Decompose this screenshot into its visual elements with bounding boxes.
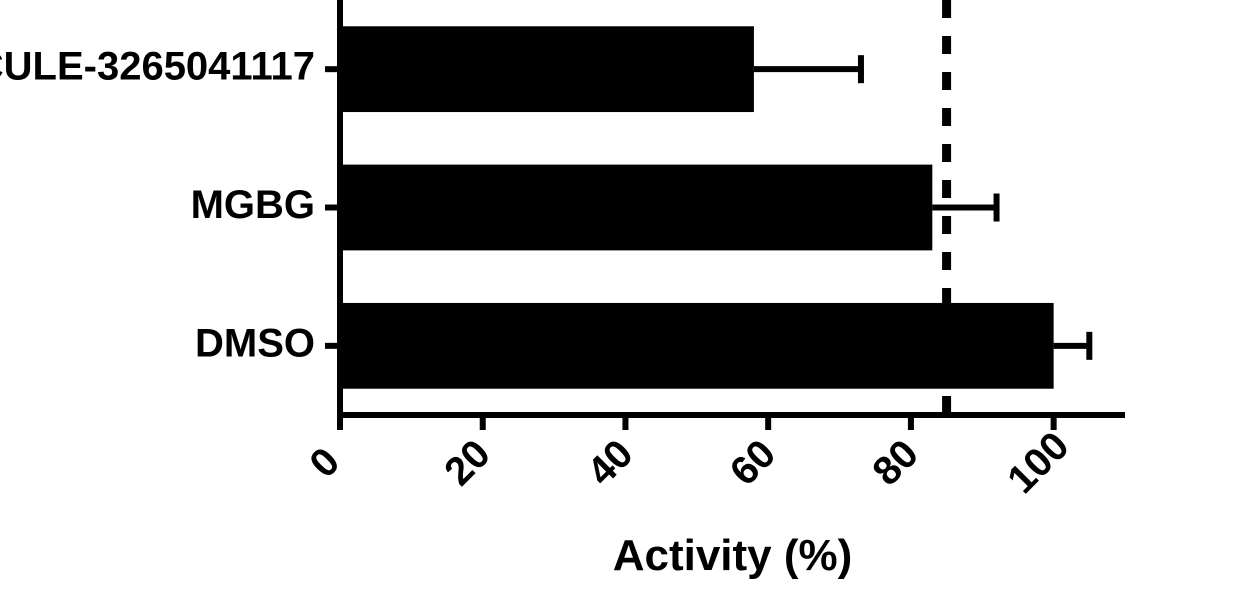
activity-bar-chart: MCULE-3265041117MGBGDMSO020406080100Acti… [0,0,1240,599]
bar [340,303,1054,389]
x-axis-label: Activity (%) [613,531,853,580]
category-label: MCULE-3265041117 [0,45,315,89]
bar [340,26,754,112]
bar [340,165,932,251]
chart-svg: MCULE-3265041117MGBGDMSO020406080100Acti… [0,0,1240,599]
category-label: MGBG [191,183,315,227]
category-label: DMSO [195,321,315,365]
